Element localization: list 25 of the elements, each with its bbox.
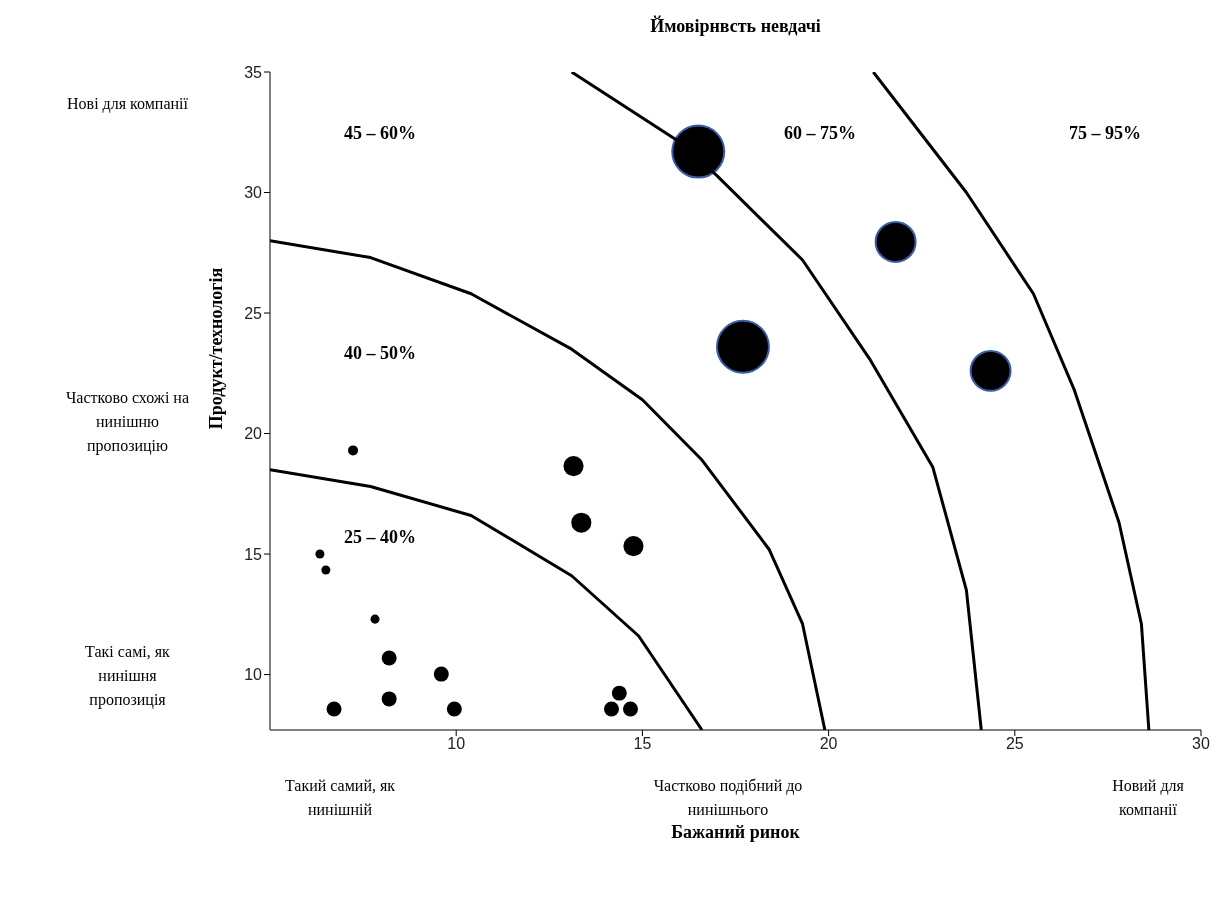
annotation: 40 – 50% xyxy=(343,342,417,365)
text: Нові для компанії xyxy=(66,94,189,115)
x-tick-label: 30 xyxy=(1192,735,1210,753)
y-tick-label: 10 xyxy=(244,666,263,684)
text: Новий для компанії xyxy=(1111,776,1185,820)
text: Частково схожі на нинішню пропозицію xyxy=(64,388,190,457)
y-tick-label: 35 xyxy=(244,63,263,81)
x-tick-label: 25 xyxy=(1005,735,1024,753)
y-tick-label: 15 xyxy=(244,545,263,563)
annotation: 60 – 75% xyxy=(783,122,857,145)
chart-title: Ймовірнвсть невдачі xyxy=(649,16,822,37)
y-tick-label: 30 xyxy=(244,184,263,202)
text: Такий самий, як нинішній xyxy=(283,776,397,820)
y-tick-label: 25 xyxy=(244,304,263,322)
annotation: 45 – 60% xyxy=(343,122,417,145)
x-axis-title: Бажаний ринок xyxy=(670,822,801,843)
x-tick-label: 20 xyxy=(819,735,838,753)
x-tick-label: 10 xyxy=(447,735,466,753)
annotation: 25 – 40% xyxy=(343,526,417,549)
x-tick-label: 15 xyxy=(633,735,652,753)
y-axis-title: Продукт/технологія xyxy=(205,266,227,432)
text: Частково подібний до нинішнього xyxy=(652,776,804,820)
y-tick-label: 20 xyxy=(244,425,263,443)
annotation: 75 – 95% xyxy=(1068,122,1142,145)
text: Такі самі, як нинішня пропозиція xyxy=(84,642,171,711)
